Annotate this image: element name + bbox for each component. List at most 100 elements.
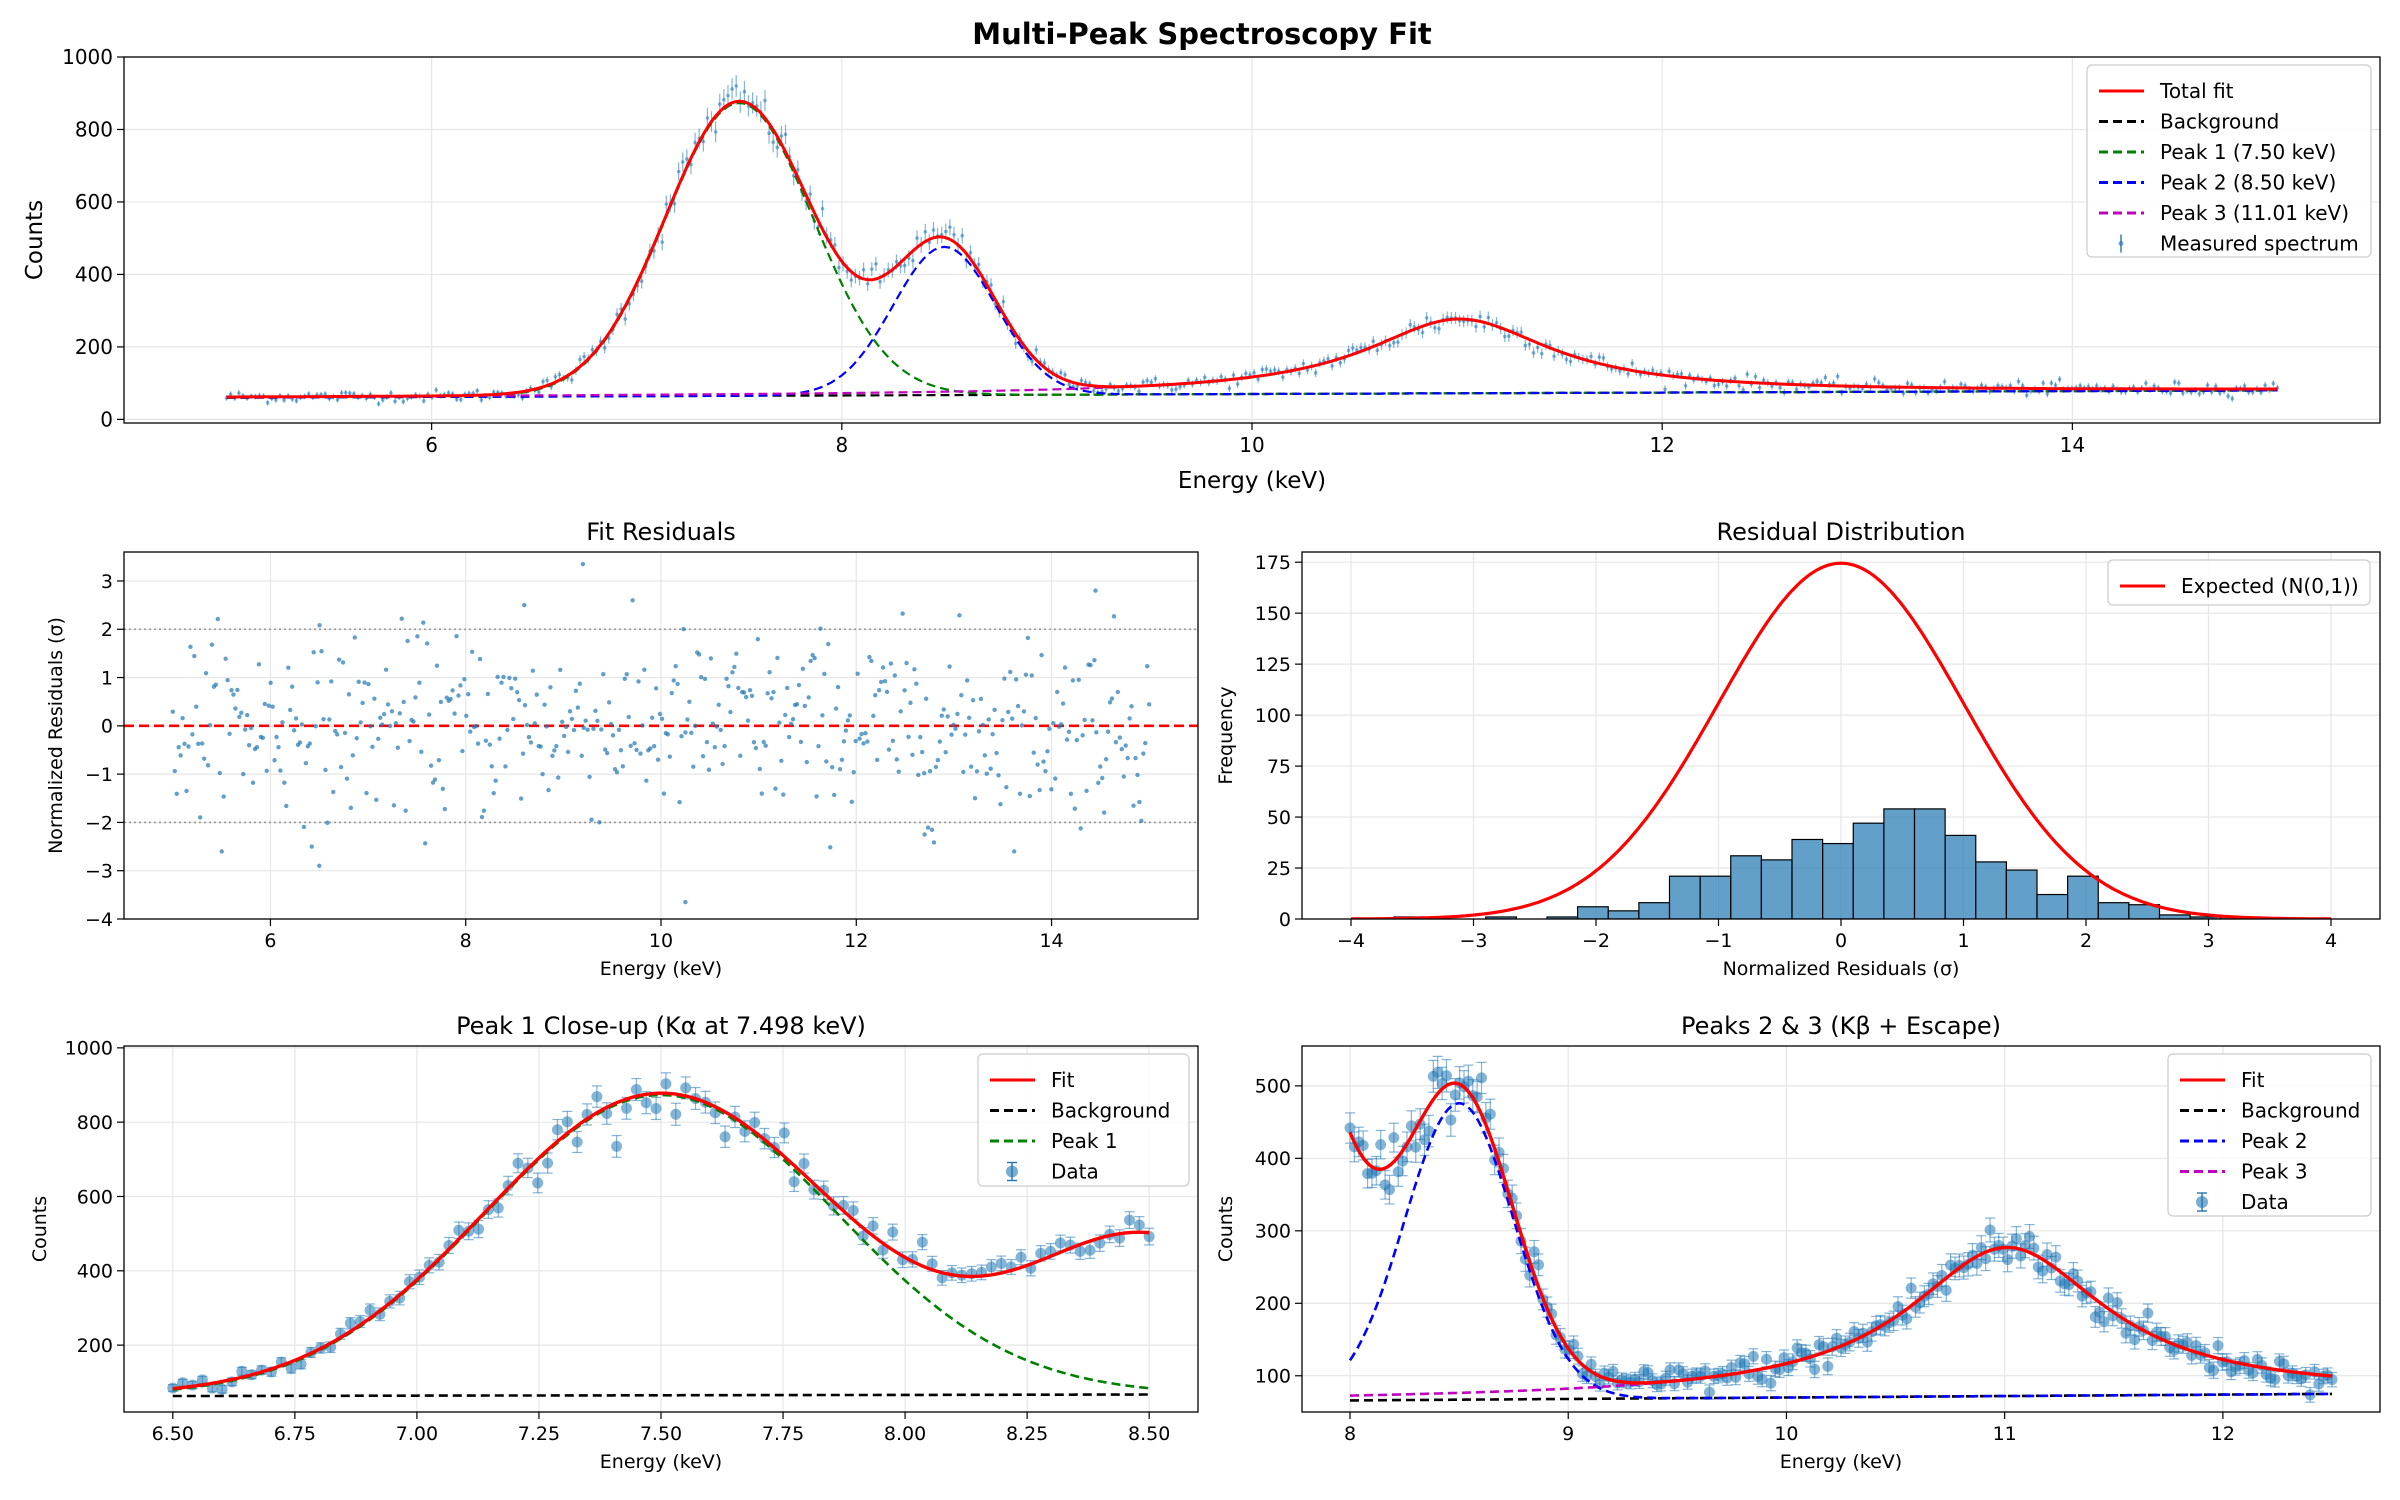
- residual-point: [888, 661, 894, 666]
- data-point: [446, 391, 451, 395]
- residual-point: [806, 695, 811, 700]
- residual-point: [1008, 669, 1013, 675]
- data-point: [553, 374, 558, 379]
- histogram-bar: [1699, 875, 1732, 919]
- residual-point: [336, 657, 342, 662]
- data-point: [541, 379, 545, 384]
- residual-point: [413, 695, 418, 700]
- data-point: [1663, 387, 1667, 392]
- spectrum-data-point: [664, 195, 669, 213]
- panel-title: Peaks 2 & 3 (Kβ + Escape): [1681, 1012, 2001, 1040]
- residual-point: [898, 709, 903, 714]
- data-point: [2230, 396, 2235, 401]
- spectrum-data-point: [1564, 354, 1569, 365]
- legend-item: Peak 1 (7.50 keV): [2099, 140, 2336, 164]
- residual-point: [679, 734, 684, 739]
- data-point: [1116, 389, 1121, 393]
- spectrum-panel: 6 8 10 12 14 0 200 400 600 800 1000 Energy (keV) Cou…: [22, 45, 2381, 494]
- axes-frame: [1301, 1045, 2381, 1413]
- residual-point: [808, 658, 813, 664]
- legend-label: Data: [2241, 1190, 2289, 1214]
- residual-point: [966, 715, 972, 720]
- data-point: [894, 259, 899, 264]
- residual-point: [957, 613, 962, 618]
- data-point: [1375, 348, 1380, 353]
- data-point: [1054, 1237, 1066, 1249]
- data-point: [660, 240, 665, 244]
- data-point: [1449, 1089, 1461, 1101]
- residual-point: [522, 602, 527, 608]
- data-point: [2263, 383, 2267, 388]
- x-tick-label: 8: [835, 433, 848, 457]
- residual-point: [1131, 803, 1136, 808]
- residual-point: [736, 685, 741, 691]
- residual-point: [432, 777, 438, 782]
- spectrum-data-point: [265, 399, 270, 406]
- residual-point: [642, 667, 647, 672]
- spectrum-data-point: [2177, 379, 2181, 387]
- residual-point: [481, 808, 487, 813]
- residual-point: [307, 741, 312, 746]
- residual-point: [608, 721, 614, 727]
- residual-point: [282, 780, 287, 785]
- axes-frame: [123, 56, 2381, 424]
- data-point: [1815, 379, 1819, 384]
- residual-point: [366, 681, 371, 687]
- residual-point: [1000, 718, 1005, 723]
- figure-title: Multi-Peak Spectroscopy Fit: [972, 17, 1432, 51]
- residual-point: [875, 757, 880, 763]
- peak1-data-point: [492, 1198, 504, 1218]
- residual-point: [464, 713, 469, 719]
- data-point: [1892, 1301, 1904, 1313]
- peaks23-data-point: [1905, 1277, 1917, 1299]
- y-tick-label: 2: [101, 619, 113, 641]
- spectrum-data-point: [1231, 371, 1236, 379]
- data-point: [473, 1223, 485, 1235]
- spectrum-data-point: [1227, 384, 1232, 393]
- residual-point: [798, 739, 804, 745]
- residual-point: [1107, 700, 1113, 705]
- residual-point: [710, 721, 716, 726]
- residual-point: [745, 718, 751, 723]
- data-point: [454, 397, 459, 402]
- data-point: [1564, 357, 1569, 362]
- residual-point: [1037, 787, 1042, 793]
- residual-point: [317, 623, 322, 628]
- data-point: [1716, 382, 1721, 387]
- data-point: [611, 1140, 623, 1152]
- data-point: [2271, 381, 2276, 386]
- residual-point: [473, 723, 479, 729]
- x-tick-label: −1: [1704, 930, 1732, 952]
- residual-point: [344, 776, 350, 781]
- data-point: [2057, 377, 2062, 382]
- data-point: [1067, 382, 1071, 387]
- residual-point: [190, 732, 195, 737]
- y-tick-label: 75: [1267, 756, 1291, 778]
- spectrum-data-point: [1876, 379, 1881, 387]
- residual-point: [916, 772, 921, 778]
- distribution-panel: −4 −3 −2 −1 0 1 2 3 4 0 25 50 75 100 125 150 175 Normaliz…: [1215, 518, 2381, 980]
- data-point: [779, 134, 784, 138]
- residual-point: [280, 720, 285, 725]
- residual-point: [364, 790, 369, 796]
- spectrum-data-point: [545, 376, 549, 384]
- data-point: [865, 282, 870, 286]
- residual-point: [215, 616, 221, 622]
- data-point: [516, 392, 521, 397]
- x-tick-label: 7.50: [640, 1423, 682, 1445]
- spectrum-data-point: [376, 400, 381, 407]
- data-point: [1375, 1139, 1387, 1151]
- residual-point: [436, 757, 442, 763]
- data-point: [2098, 1316, 2110, 1328]
- residual-point: [567, 709, 573, 714]
- spectrum-data-point: [1823, 373, 1828, 381]
- residual-point: [951, 722, 956, 727]
- peaks23-data-point: [1375, 1129, 1387, 1160]
- residual-point: [910, 752, 915, 758]
- data-point: [1153, 376, 1158, 381]
- residual-point: [550, 753, 555, 759]
- peak1-data-point: [512, 1153, 524, 1174]
- residual-point: [1125, 755, 1130, 761]
- spectrum-data-point: [960, 227, 965, 244]
- data-point: [1809, 1363, 1821, 1375]
